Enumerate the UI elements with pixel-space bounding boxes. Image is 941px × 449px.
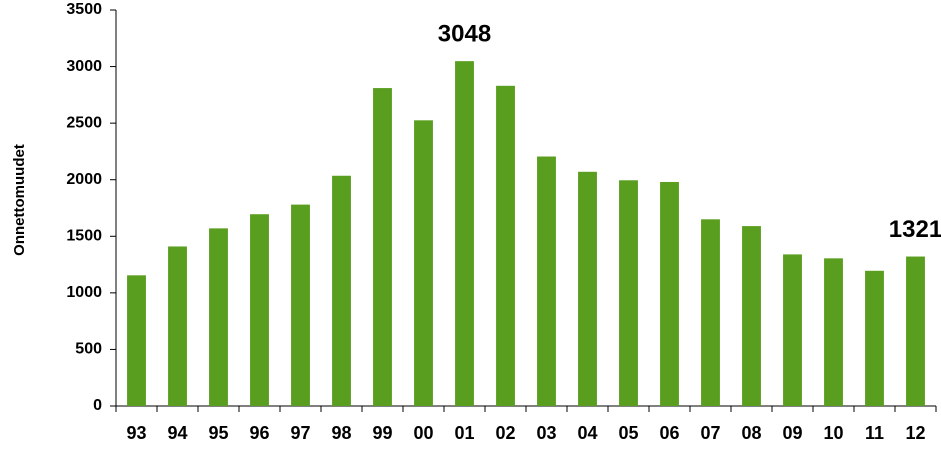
bar: [783, 254, 802, 406]
data-label: 3048: [438, 20, 491, 47]
bar: [865, 270, 884, 406]
bar: [701, 219, 720, 406]
x-tick-label: 10: [823, 423, 843, 443]
x-tick-label: 98: [331, 423, 351, 443]
bar: [742, 226, 761, 406]
y-tick-label: 3000: [66, 58, 102, 75]
x-tick-label: 95: [208, 423, 228, 443]
x-tick-label: 05: [618, 423, 638, 443]
x-tick-label: 07: [700, 423, 720, 443]
bar: [455, 61, 474, 407]
x-tick-label: 00: [413, 423, 433, 443]
x-tick-label: 06: [659, 423, 679, 443]
bar: [496, 85, 515, 406]
x-tick-label: 02: [495, 423, 515, 443]
x-tick-label: 97: [290, 423, 310, 443]
x-tick-label: 04: [577, 423, 597, 443]
x-tick-label: 94: [167, 423, 187, 443]
y-tick-label: 1500: [66, 228, 102, 245]
x-tick-label: 96: [249, 423, 269, 443]
y-axis-label: Onnettomuudet: [11, 144, 28, 256]
y-tick-label: 500: [75, 341, 102, 358]
x-tick-label: 93: [126, 423, 146, 443]
bar: [906, 256, 925, 406]
bar: [291, 204, 310, 406]
data-label: 1321: [889, 216, 941, 243]
x-tick-label: 03: [536, 423, 556, 443]
bar: [578, 171, 597, 406]
x-tick-label: 11: [865, 423, 884, 443]
bar: [414, 120, 433, 407]
bar: [824, 258, 843, 406]
x-tick-label: 12: [905, 423, 925, 443]
bar: [537, 156, 556, 406]
bar: [209, 228, 228, 406]
bar: [127, 275, 146, 406]
x-tick-label: 01: [454, 423, 474, 443]
bar: [619, 180, 638, 406]
y-tick-label: 2500: [66, 114, 102, 131]
x-tick-label: 99: [372, 423, 392, 443]
bar: [250, 214, 269, 406]
bar: [168, 246, 187, 406]
bar: [332, 175, 351, 406]
x-tick-label: 09: [782, 423, 802, 443]
bar: [373, 88, 392, 406]
y-tick-label: 1000: [66, 284, 102, 301]
y-tick-label: 0: [93, 397, 102, 414]
bar: [660, 181, 679, 406]
x-tick-label: 08: [741, 423, 761, 443]
y-tick-label: 2000: [66, 171, 102, 188]
y-tick-label: 3500: [66, 1, 102, 18]
